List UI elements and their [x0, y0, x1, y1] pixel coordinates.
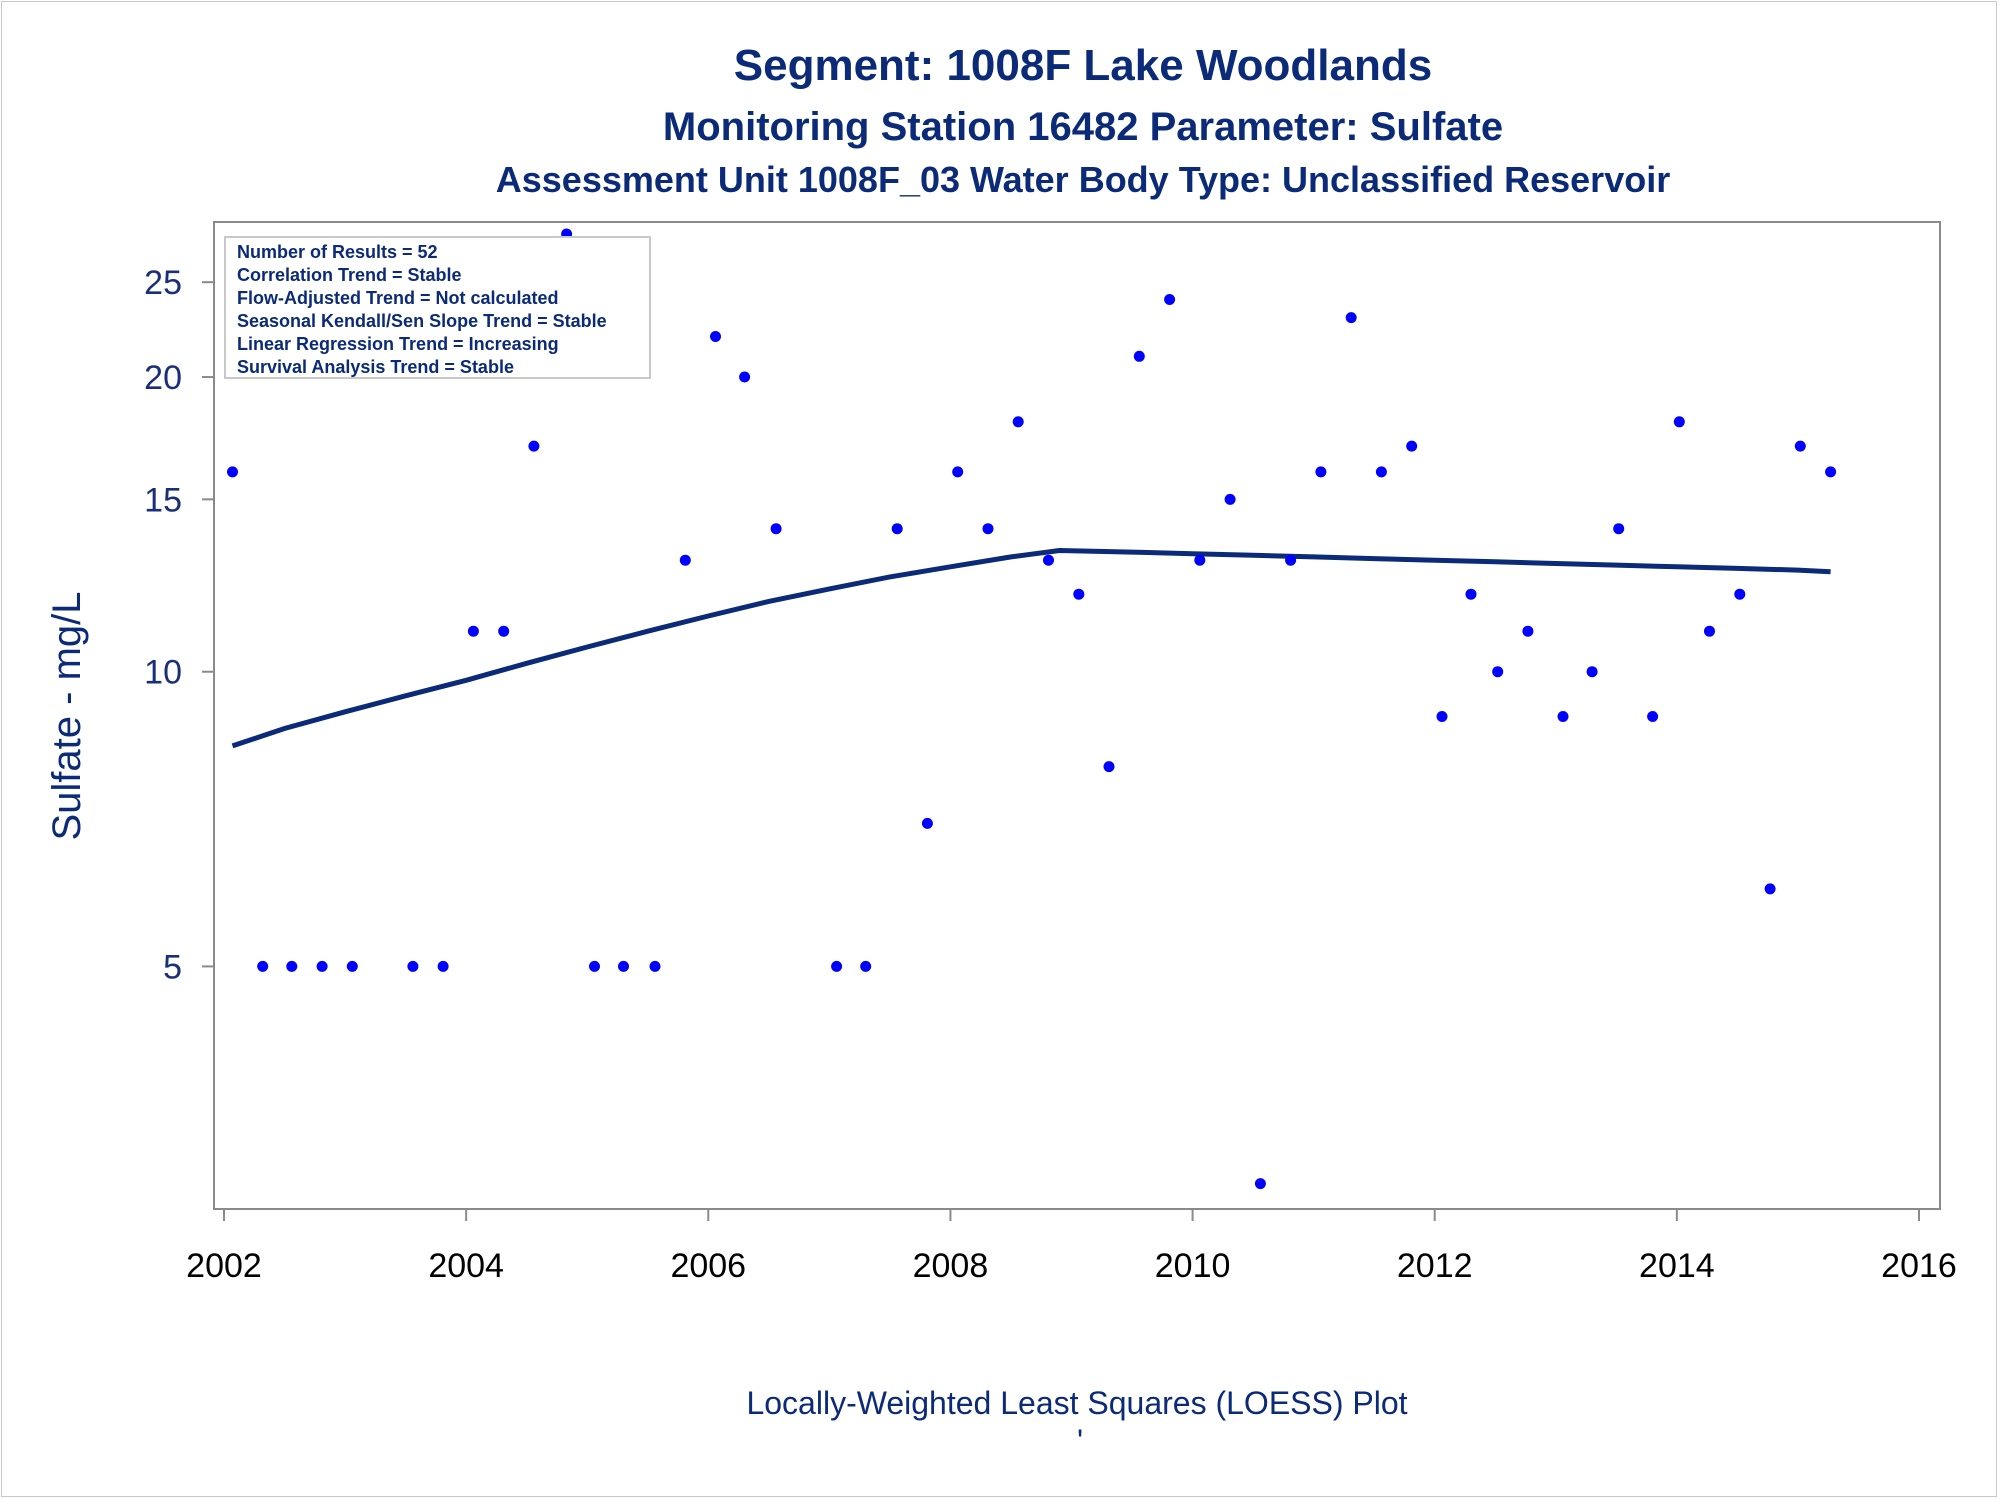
data-point-34	[1285, 554, 1297, 566]
data-point-19	[831, 960, 843, 972]
data-point-38	[1406, 440, 1418, 452]
stats-line-seasonal-kendall: Seasonal Kendall/Sen Slope Trend = Stabl…	[237, 311, 607, 331]
footer-tick-mark: '	[1077, 1423, 1083, 1459]
data-point-20	[860, 960, 872, 972]
x-tick-label-2002: 2002	[186, 1247, 262, 1285]
data-point-25	[1012, 416, 1024, 428]
data-point-24	[982, 523, 994, 535]
x-tick-label-2006: 2006	[670, 1247, 746, 1285]
data-point-48	[1704, 625, 1715, 637]
chart-subtitle: Monitoring Station 16482 Parameter: Sulf…	[663, 105, 1503, 149]
data-point-17	[739, 371, 751, 383]
x-tick-label-2004: 2004	[428, 1247, 504, 1285]
data-point-49	[1734, 588, 1746, 600]
data-point-29	[1133, 350, 1145, 362]
data-point-45	[1613, 523, 1625, 535]
data-point-16	[710, 331, 721, 342]
y-tick-label-15: 15	[144, 481, 182, 519]
x-tick-label-2008: 2008	[913, 1247, 989, 1285]
data-point-39	[1436, 711, 1448, 722]
data-point-10	[528, 440, 540, 452]
data-points	[227, 228, 1837, 1190]
stats-line-correlation: Correlation Trend = Stable	[237, 265, 462, 285]
data-point-52	[1825, 466, 1837, 478]
data-point-36	[1345, 312, 1357, 324]
data-point-42	[1522, 625, 1534, 637]
chart-subtitle-2: Assessment Unit 1008F_03 Water Body Type…	[496, 159, 1670, 200]
data-point-23	[952, 466, 964, 478]
loess-line	[231, 547, 1831, 749]
x-axis: 2002 2004 2006 2008 2010 2012 2014 2016	[186, 1209, 1957, 1285]
data-point-32	[1224, 493, 1236, 505]
data-point-43	[1557, 711, 1569, 722]
data-point-15	[679, 554, 691, 566]
data-point-2	[257, 960, 269, 972]
y-axis: 5 10 15 20 25	[144, 264, 214, 986]
data-point-9	[498, 625, 510, 637]
data-point-41	[1492, 666, 1504, 678]
stats-line-results: Number of Results = 52	[237, 242, 438, 262]
data-point-30	[1164, 294, 1176, 305]
y-tick-label-20: 20	[144, 359, 182, 397]
x-tick-label-2010: 2010	[1155, 1247, 1231, 1285]
y-tick-label-10: 10	[144, 654, 182, 692]
data-point-47	[1673, 416, 1685, 428]
data-point-44	[1586, 666, 1598, 678]
data-point-18	[770, 523, 782, 535]
data-point-28	[1103, 761, 1115, 773]
data-point-33	[1254, 1178, 1266, 1190]
data-point-40	[1465, 588, 1477, 600]
plot-area	[213, 221, 1941, 1210]
x-tick-label-2014: 2014	[1639, 1247, 1715, 1285]
y-tick-label-5: 5	[163, 948, 182, 986]
data-point-3	[286, 960, 298, 972]
y-axis-label: Sulfate - mg/L	[45, 591, 89, 840]
stats-line-linear-regression: Linear Regression Trend = Increasing	[237, 334, 559, 354]
data-point-21	[891, 523, 903, 535]
y-tick-label-25: 25	[144, 264, 182, 302]
stats-line-flow-adjusted: Flow-Adjusted Trend = Not calculated	[237, 288, 559, 308]
footer-caption: Locally-Weighted Least Squares (LOESS) P…	[746, 1385, 1407, 1421]
x-tick-label-2016: 2016	[1881, 1247, 1957, 1285]
data-point-37	[1375, 466, 1387, 478]
data-point-35	[1315, 466, 1327, 478]
data-point-27	[1073, 588, 1085, 600]
data-point-46	[1647, 711, 1659, 722]
stats-box-border	[224, 236, 651, 379]
data-point-7	[437, 960, 449, 972]
chart-title: Segment: 1008F Lake Woodlands	[734, 41, 1432, 90]
data-point-1	[227, 466, 238, 478]
data-point-14	[649, 960, 661, 972]
x-tick-label-2012: 2012	[1397, 1247, 1473, 1285]
data-point-5	[346, 960, 358, 972]
data-point-31	[1194, 554, 1206, 566]
stats-line-survival: Survival Analysis Trend = Stable	[237, 357, 514, 377]
data-point-26	[1043, 554, 1054, 566]
data-point-12	[589, 960, 600, 972]
data-point-4	[316, 960, 328, 972]
data-point-51	[1794, 440, 1806, 452]
data-point-8	[467, 625, 479, 637]
data-point-13	[618, 960, 629, 972]
data-point-22	[921, 817, 933, 829]
data-point-50	[1764, 883, 1776, 895]
data-point-6	[407, 960, 419, 972]
stats-box: Number of Results = 52 Correlation Trend…	[224, 236, 651, 379]
